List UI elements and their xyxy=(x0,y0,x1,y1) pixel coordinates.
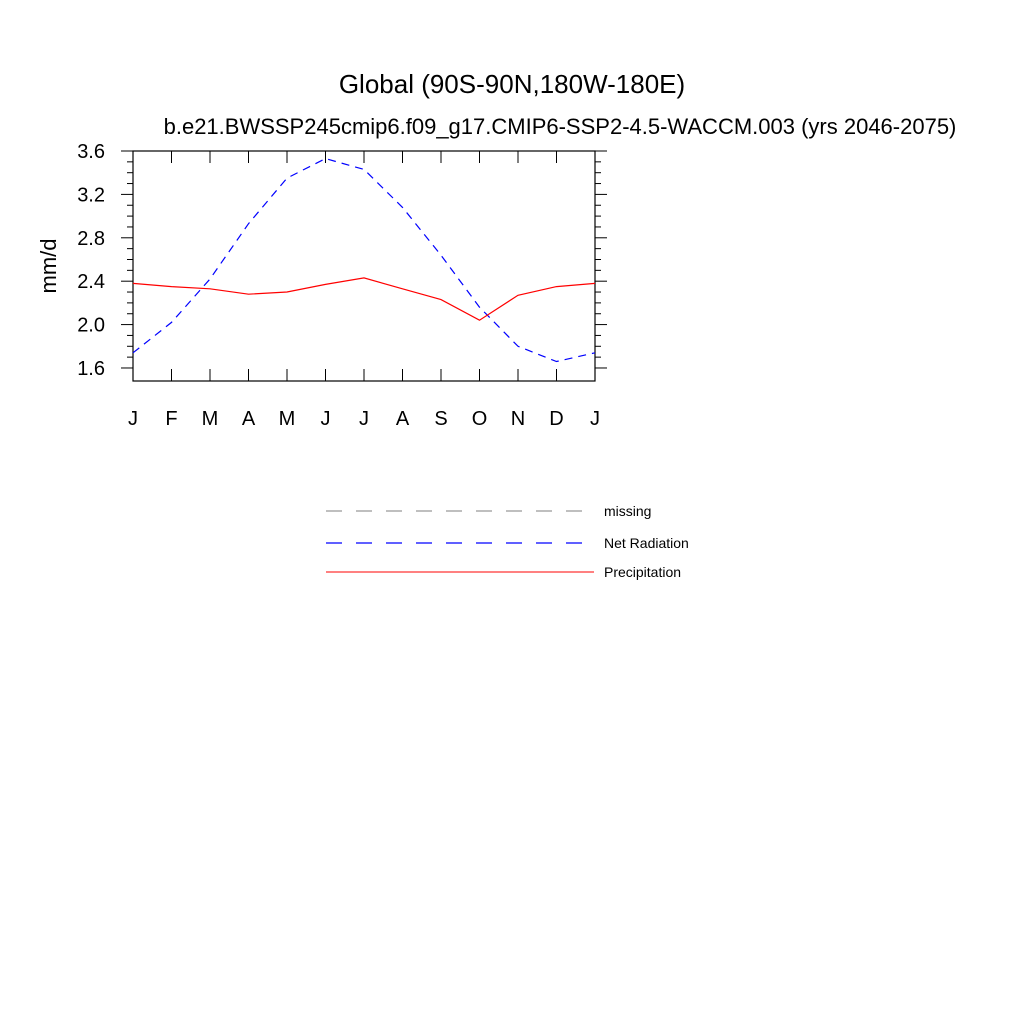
y-tick-label: 1.6 xyxy=(77,358,105,380)
x-tick-label: J xyxy=(128,408,138,430)
x-tick-label: D xyxy=(549,408,563,430)
y-tick-label: 3.2 xyxy=(77,184,105,206)
x-tick-label: J xyxy=(359,408,369,430)
x-tick-label: S xyxy=(434,408,447,430)
y-axis-label: mm/d xyxy=(36,239,61,294)
x-tick-label: O xyxy=(472,408,488,430)
y-axis: 1.6 2.0 2.4 2.8 3.2 3.6 xyxy=(77,141,607,380)
x-tick-label: A xyxy=(396,408,410,430)
series-line-precipitation xyxy=(132,277,596,321)
series-group xyxy=(132,157,596,363)
chart-title: Global (90S-90N,180W-180E) xyxy=(339,69,685,99)
x-tick-label: M xyxy=(279,408,296,430)
x-tick-label: M xyxy=(202,408,219,430)
chart-subtitle: b.e21.BWSSP245cmip6.f09_g17.CMIP6-SSP2-4… xyxy=(164,114,957,139)
plot-frame xyxy=(132,150,596,382)
series-line-net-radiation xyxy=(132,157,596,363)
y-tick-label: 2.4 xyxy=(77,271,105,293)
legend-label: Net Radiation xyxy=(604,535,689,551)
x-tick-label: J xyxy=(321,408,331,430)
legend-label: missing xyxy=(604,503,651,519)
x-tick-label: J xyxy=(590,408,600,430)
x-tick-label: A xyxy=(242,408,256,430)
x-tick-label: F xyxy=(165,408,177,430)
legend: missing Net Radiation Precipitation xyxy=(326,503,689,580)
y-tick-label: 2.0 xyxy=(77,315,105,337)
legend-label: Precipitation xyxy=(604,564,681,580)
y-tick-label: 3.6 xyxy=(77,141,105,163)
y-tick-label: 2.8 xyxy=(77,228,105,250)
x-tick-label: N xyxy=(511,408,525,430)
